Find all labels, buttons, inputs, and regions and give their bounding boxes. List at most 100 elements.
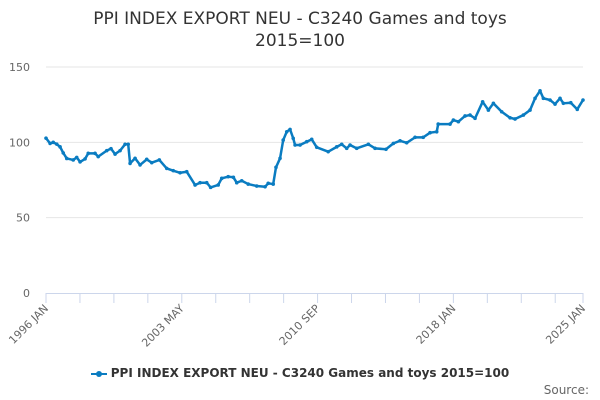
data-point (291, 136, 296, 141)
data-point (83, 157, 87, 161)
data-point (354, 146, 359, 151)
data-point (184, 169, 189, 174)
data-point (344, 146, 349, 151)
data-point (123, 142, 127, 147)
data-point (274, 165, 278, 170)
data-point (384, 147, 388, 152)
data-point (104, 148, 109, 153)
data-point (234, 180, 239, 185)
data-point (538, 89, 542, 93)
data-point (54, 142, 59, 146)
data-point (86, 151, 91, 156)
chart-subtitle: 2015=100 (255, 31, 345, 51)
data-point (271, 182, 276, 186)
data-point (71, 158, 76, 162)
x-tick-label: 2018 JAN (414, 302, 459, 347)
data-point (171, 168, 176, 173)
data-point (568, 100, 573, 105)
data-point (348, 143, 352, 147)
data-point (456, 119, 461, 124)
data-point (436, 122, 440, 126)
y-tick-label: 100 (9, 136, 30, 149)
data-point (391, 141, 396, 146)
y-tick-label: 150 (9, 61, 30, 74)
data-point (314, 145, 319, 150)
y-tick-label: 0 (23, 287, 30, 300)
data-point (298, 143, 302, 147)
data-point (513, 117, 517, 121)
data-point (93, 151, 97, 156)
data-point (164, 166, 169, 171)
data-point (109, 146, 113, 151)
data-point (149, 160, 154, 165)
legend-item[interactable]: PPI INDEX EXPORT NEU - C3240 Games and t… (0, 366, 600, 380)
data-point (239, 178, 244, 183)
data-point (575, 107, 580, 112)
data-point (208, 185, 213, 190)
data-point (491, 101, 496, 106)
data-point (198, 180, 202, 185)
data-point (293, 143, 297, 147)
data-point (219, 176, 224, 181)
data-point (448, 122, 452, 126)
data-point (398, 139, 402, 143)
data-point (231, 175, 236, 180)
data-point (334, 145, 339, 149)
data-point (486, 108, 491, 112)
data-point (339, 142, 344, 147)
data-point (284, 129, 289, 134)
data-point (548, 98, 552, 102)
data-point (226, 174, 231, 179)
chart-title: PPI INDEX EXPORT NEU - C3240 Games and t… (93, 9, 507, 29)
y-tick-label: 50 (16, 212, 30, 225)
data-point (434, 129, 439, 134)
data-point (204, 180, 209, 185)
data-point (473, 116, 477, 121)
data-point (533, 96, 537, 101)
data-point (468, 113, 472, 117)
data-point (366, 142, 371, 147)
data-point (144, 157, 149, 162)
data-point (126, 142, 131, 147)
data-point (118, 148, 122, 153)
data-point (128, 161, 132, 166)
x-tick-label: 1996 JAN (6, 302, 51, 347)
data-point (278, 156, 282, 161)
data-point (133, 156, 137, 161)
data-point (428, 130, 432, 135)
source-label: Source: (543, 383, 589, 397)
legend-label: PPI INDEX EXPORT NEU - C3240 Games and t… (110, 366, 510, 380)
data-point (254, 184, 259, 188)
data-point (138, 163, 142, 167)
data-point (421, 135, 425, 140)
data-point (451, 118, 456, 122)
data-point (288, 127, 292, 132)
data-point (64, 156, 69, 161)
data-point (561, 101, 566, 106)
x-tick-label: 2003 MAY (139, 302, 187, 350)
data-point (463, 114, 467, 118)
data-point (78, 160, 82, 164)
series-line (45, 89, 585, 189)
data-point (44, 136, 48, 140)
legend-line-marker-icon (90, 369, 107, 379)
data-point (413, 135, 417, 140)
data-point (96, 154, 101, 159)
data-point (178, 170, 182, 175)
data-point (528, 108, 532, 112)
data-point (541, 96, 546, 101)
data-point (113, 152, 117, 156)
data-point (404, 140, 409, 145)
data-point (309, 137, 314, 142)
data-point (480, 100, 485, 104)
data-point (553, 102, 557, 106)
data-point (326, 149, 331, 154)
data-point (216, 183, 221, 187)
data-point (74, 155, 79, 160)
data-point (48, 141, 52, 146)
data-point (51, 140, 56, 145)
data-point (558, 96, 562, 101)
data-point (373, 146, 377, 151)
data-point (304, 139, 309, 144)
